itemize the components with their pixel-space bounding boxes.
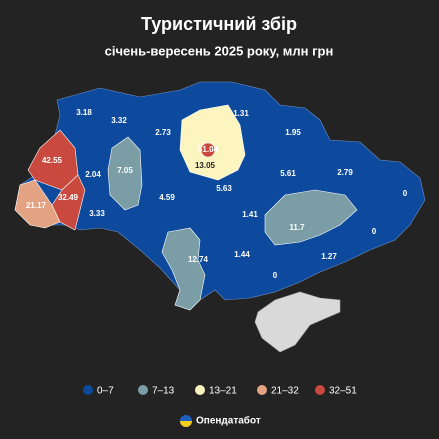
region-label: 1.27 bbox=[321, 252, 337, 261]
region-label: 0 bbox=[273, 271, 278, 280]
subtitle: січень-вересень 2025 року, млн грн bbox=[105, 43, 334, 58]
region-label: 51.04 bbox=[198, 145, 219, 154]
legend-swatch bbox=[83, 385, 93, 395]
region-label: 2.04 bbox=[85, 170, 101, 179]
legend-label: 7–13 bbox=[152, 386, 175, 397]
region bbox=[51, 174, 86, 231]
legend-swatch bbox=[257, 385, 267, 395]
legend-label: 0–7 bbox=[97, 386, 114, 397]
region-label: 1.41 bbox=[242, 210, 258, 219]
region bbox=[107, 136, 143, 211]
footer: Опендатабот bbox=[196, 415, 261, 427]
crimea bbox=[254, 291, 341, 353]
region-label: 13.05 bbox=[195, 161, 216, 170]
region-label: 0 bbox=[372, 227, 377, 236]
region-label: 1.31 bbox=[233, 109, 249, 118]
region-label: 1.44 bbox=[234, 250, 250, 259]
region-label: 3.18 bbox=[76, 108, 92, 117]
legend-swatch bbox=[138, 385, 148, 395]
legend: 0–7 7–13 13–21 21–32 32–51 bbox=[83, 385, 357, 397]
legend-label: 21–32 bbox=[271, 386, 299, 397]
region-label: 0 bbox=[403, 189, 408, 198]
region-label: 3.33 bbox=[89, 209, 105, 218]
region-label: 5.63 bbox=[216, 184, 232, 193]
region-label: 12.74 bbox=[188, 255, 209, 264]
region-label: 32.49 bbox=[58, 193, 79, 202]
region-label: 7.05 bbox=[117, 166, 133, 175]
legend-label: 32–51 bbox=[329, 386, 357, 397]
region bbox=[179, 104, 246, 181]
region bbox=[200, 142, 216, 158]
title: Туристичний збір bbox=[141, 14, 297, 34]
region-label: 5.61 bbox=[280, 169, 296, 178]
region bbox=[264, 189, 358, 246]
region-label: 4.59 bbox=[159, 193, 175, 202]
region-label: 1.95 bbox=[285, 128, 301, 137]
logo-half bbox=[180, 421, 192, 427]
legend-label: 13–21 bbox=[209, 386, 237, 397]
region-label: 42.55 bbox=[42, 156, 63, 165]
map: 3.18 3.32 2.73 1.31 1.95 42.55 2.04 7.05 13.05 51… bbox=[14, 81, 426, 353]
region bbox=[161, 227, 206, 311]
region-label: 3.32 bbox=[111, 116, 127, 125]
legend-swatch bbox=[195, 385, 205, 395]
legend-swatch bbox=[315, 385, 325, 395]
region-label: 11.7 bbox=[289, 223, 305, 232]
region-label: 2.79 bbox=[337, 168, 353, 177]
region-label: 2.73 bbox=[155, 128, 171, 137]
region-label: 21.17 bbox=[26, 201, 47, 210]
